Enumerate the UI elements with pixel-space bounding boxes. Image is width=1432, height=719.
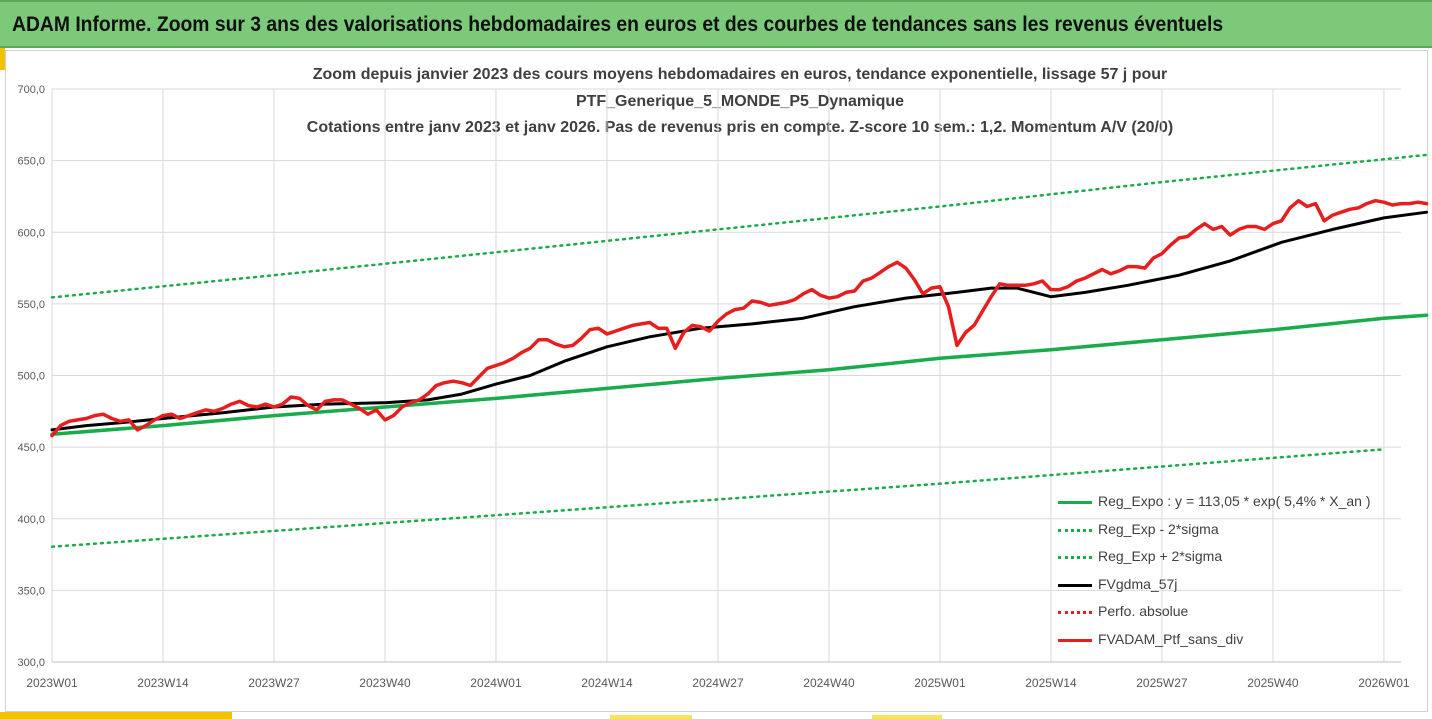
x-tick-label: 2026W01 [1358, 676, 1410, 690]
y-tick-label: 450,0 [17, 442, 45, 454]
banner-title: ADAM Informe. Zoom sur 3 ans des valoris… [12, 13, 1224, 36]
reg-exp-plus-2sigma-line [50, 153, 1428, 299]
x-tick-label: 2025W27 [1136, 676, 1188, 690]
legend-swatch [1058, 583, 1092, 587]
y-tick-label: 700,0 [17, 84, 45, 96]
x-tick-label: 2023W14 [137, 676, 189, 690]
legend-swatch [1058, 611, 1092, 615]
x-tick-label: 2023W40 [359, 676, 411, 690]
x-tick-label: 2023W27 [248, 676, 300, 690]
x-tick-label: 2025W01 [914, 676, 966, 690]
x-tick-label: 2024W14 [581, 676, 633, 690]
chart-title-line-1: Zoom depuis janvier 2023 des cours moyen… [312, 66, 1168, 83]
y-tick-label: 600,0 [17, 227, 45, 239]
y-tick-label: 300,0 [17, 657, 45, 669]
chart-frame [5, 50, 1428, 712]
legend-swatch [1058, 556, 1092, 560]
x-tick-label: 2024W27 [692, 676, 744, 690]
y-tick-label: 350,0 [17, 585, 45, 597]
legend-label: Reg_Exp - 2*sigma [1098, 520, 1219, 537]
x-tick-label: 2023W01 [26, 676, 78, 690]
report-banner: ADAM Informe. Zoom sur 3 ans des valoris… [0, 0, 1432, 48]
fvadam-ptf-line [50, 198, 1429, 438]
legend-label: FVgdma_57j [1098, 575, 1178, 592]
legend-item: Reg_Expo : y = 113,05 * exp( 5,4% * X_an… [1058, 490, 1388, 518]
y-tick-label: 650,0 [17, 156, 45, 168]
legend-item: Reg_Exp + 2*sigma [1058, 545, 1388, 573]
legend-item: FVADAM_Ptf_sans_div [1058, 628, 1388, 656]
reg-exp-minus-2sigma-line [50, 448, 1386, 548]
accent-bar-bottom-small [610, 715, 692, 719]
y-tick-label: 500,0 [17, 371, 45, 383]
legend-swatch [1058, 528, 1092, 532]
legend-label: Reg_Expo : y = 113,05 * exp( 5,4% * X_an… [1098, 493, 1371, 509]
legend-swatch [1058, 501, 1092, 504]
legend-label: FVADAM_Ptf_sans_div [1098, 630, 1244, 647]
reg-expo-line [50, 313, 1429, 436]
legend-swatch [1058, 638, 1092, 642]
legend-item: Perfo. absolue [1058, 600, 1388, 628]
chart-title-line-2: PTF_Generique_5_MONDE_P5_Dynamique [575, 93, 905, 110]
x-tick-label: 2024W01 [470, 676, 522, 690]
chart-title-line-3: Cotations entre janv 2023 et janv 2026. … [306, 119, 1174, 136]
legend-item: Reg_Exp - 2*sigma [1058, 518, 1388, 546]
accent-bar-left [0, 48, 5, 70]
accent-bar-bottom [0, 712, 232, 719]
x-tick-label: 2025W14 [1025, 676, 1077, 690]
legend-label: Perfo. absolue [1098, 603, 1189, 620]
accent-bar-bottom-small [872, 715, 942, 719]
x-tick-label: 2024W40 [803, 676, 855, 690]
chart-legend: Reg_Expo : y = 113,05 * exp( 5,4% * X_an… [1058, 490, 1388, 656]
legend-label: Reg_Exp + 2*sigma [1098, 548, 1223, 565]
y-tick-label: 550,0 [17, 299, 45, 311]
legend-item: FVgdma_57j [1058, 573, 1388, 601]
x-tick-label: 2025W40 [1247, 676, 1299, 690]
fvgdma-57j-line [50, 210, 1429, 432]
y-tick-label: 400,0 [17, 514, 45, 526]
